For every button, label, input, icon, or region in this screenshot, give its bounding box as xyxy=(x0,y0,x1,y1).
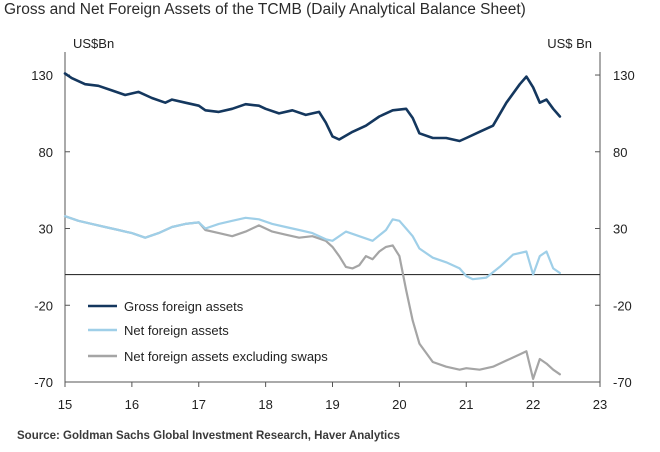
x-tick-label: 20 xyxy=(392,397,406,412)
legend: Gross foreign assets Net foreign assets Ne… xyxy=(88,299,328,364)
y-unit-right: US$ Bn xyxy=(547,36,592,51)
x-tick-label: 18 xyxy=(258,397,272,412)
y-tick-label-left: 30 xyxy=(39,222,53,237)
series-lines xyxy=(63,72,562,380)
x-tick-label: 17 xyxy=(192,397,206,412)
y-tick-label-right: 30 xyxy=(613,222,627,237)
y-tick-label-right: -20 xyxy=(613,298,632,313)
x-tick-label: 16 xyxy=(125,397,139,412)
legend-label: Gross foreign assets xyxy=(124,299,244,314)
x-tick-label: 23 xyxy=(593,397,607,412)
y-tick-label-left: -20 xyxy=(34,298,53,313)
x-tick-label: 15 xyxy=(58,397,72,412)
y-tick-label-right: 80 xyxy=(613,145,627,160)
y-tick-label-left: 130 xyxy=(31,68,53,83)
x-tick-label: 22 xyxy=(526,397,540,412)
y-unit-left: US$Bn xyxy=(73,36,114,51)
axes: US$Bn US$ Bn 130 130 80 80 30 30 -20 -20 -70 -70 15 1… xyxy=(31,36,634,412)
y-tick-label-right: 130 xyxy=(613,68,635,83)
y-tick-label-right: -70 xyxy=(613,375,632,390)
legend-label: Net foreign assets excluding swaps xyxy=(124,349,328,364)
chart-title: Gross and Net Foreign Assets of the TCMB… xyxy=(4,1,526,18)
source-note: Source: Goldman Sachs Global Investment … xyxy=(17,430,401,442)
x-tick-label: 19 xyxy=(325,397,339,412)
x-tick-label: 21 xyxy=(459,397,473,412)
series-line-net xyxy=(63,215,562,281)
y-tick-label-left: 80 xyxy=(39,145,53,160)
series-line-gross xyxy=(63,72,562,143)
legend-label: Net foreign assets xyxy=(124,323,229,338)
y-tick-label-left: -70 xyxy=(34,375,53,390)
